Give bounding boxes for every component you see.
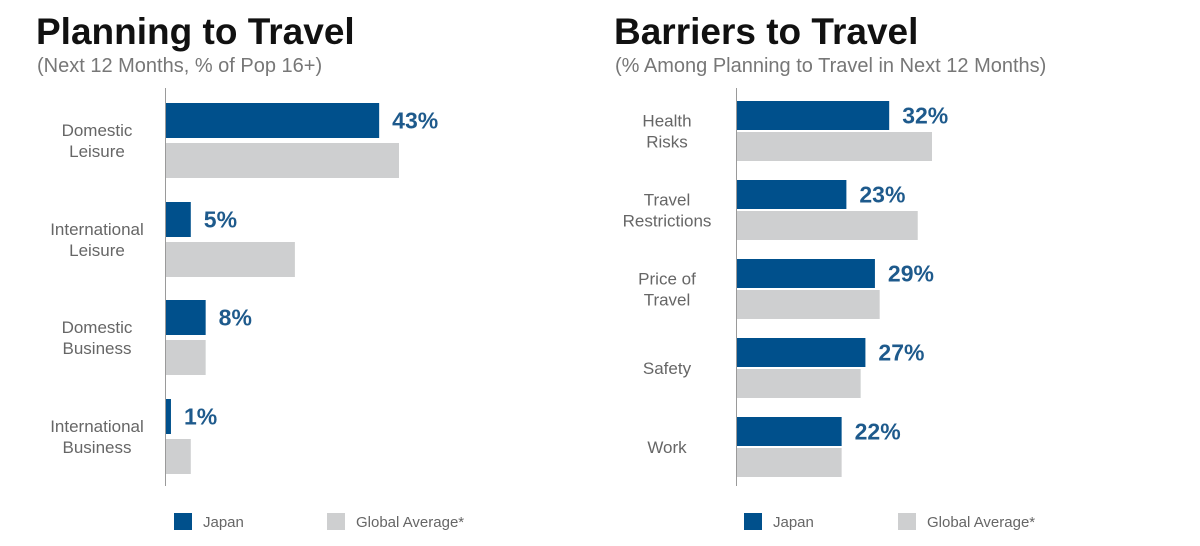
bar-japan xyxy=(737,417,842,446)
bar-japan xyxy=(166,103,380,138)
data-label-japan: 5% xyxy=(204,207,237,233)
data-label-japan: 27% xyxy=(878,340,924,366)
category-label: Work xyxy=(647,438,687,457)
legend-swatch-global-average xyxy=(327,513,345,530)
planning-to-travel-chart: Planning to Travel (Next 12 Months, % of… xyxy=(36,11,464,531)
legend-swatch-japan xyxy=(174,513,192,530)
data-label-japan: 32% xyxy=(902,103,948,129)
category-label: Health Risks xyxy=(642,112,691,152)
category-label: Domestic Business xyxy=(62,318,133,358)
category-label: Domestic Leisure xyxy=(62,121,133,161)
data-label-japan: 1% xyxy=(184,404,217,430)
category-label: Travel Restrictions xyxy=(623,191,712,231)
chart-title: Planning to Travel xyxy=(36,11,355,52)
bar-japan xyxy=(737,180,847,209)
chart-subtitle: (% Among Planning to Travel in Next 12 M… xyxy=(615,55,1046,77)
data-label-japan: 43% xyxy=(392,108,438,134)
bar-global-average xyxy=(737,132,932,161)
category-label: Price of Travel xyxy=(638,270,696,310)
bar-japan xyxy=(166,399,171,434)
bar-global-average xyxy=(737,290,880,319)
category-label: International Leisure xyxy=(50,220,144,260)
bar-japan xyxy=(737,338,866,367)
legend-label-japan: Japan xyxy=(773,514,814,531)
bar-global-average xyxy=(737,211,918,240)
legend: Japan Global Average* xyxy=(174,513,464,531)
data-label-japan: 8% xyxy=(219,305,252,331)
category-label: Safety xyxy=(643,359,692,378)
data-label-japan: 29% xyxy=(888,261,934,287)
bar-global-average xyxy=(737,448,842,477)
bar-japan xyxy=(166,300,206,335)
bar-global-average xyxy=(166,439,191,474)
data-label-japan: 22% xyxy=(855,419,901,445)
bar-global-average xyxy=(166,242,295,277)
legend-label-global-average: Global Average* xyxy=(927,514,1035,531)
legend: Japan Global Average* xyxy=(744,513,1035,531)
bar-global-average xyxy=(166,340,206,375)
barriers-to-travel-chart: Barriers to Travel (% Among Planning to … xyxy=(614,11,1046,531)
legend-label-japan: Japan xyxy=(203,514,244,531)
bar-japan xyxy=(737,101,890,130)
chart-subtitle: (Next 12 Months, % of Pop 16+) xyxy=(37,55,322,77)
data-label-japan: 23% xyxy=(859,182,905,208)
bar-japan xyxy=(166,202,191,237)
legend-swatch-global-average xyxy=(898,513,916,530)
legend-swatch-japan xyxy=(744,513,762,530)
bar-japan xyxy=(737,259,875,288)
chart-title: Barriers to Travel xyxy=(614,11,918,52)
legend-label-global-average: Global Average* xyxy=(356,514,464,531)
bar-global-average xyxy=(166,143,399,178)
bar-global-average xyxy=(737,369,861,398)
category-label: International Business xyxy=(50,417,144,457)
